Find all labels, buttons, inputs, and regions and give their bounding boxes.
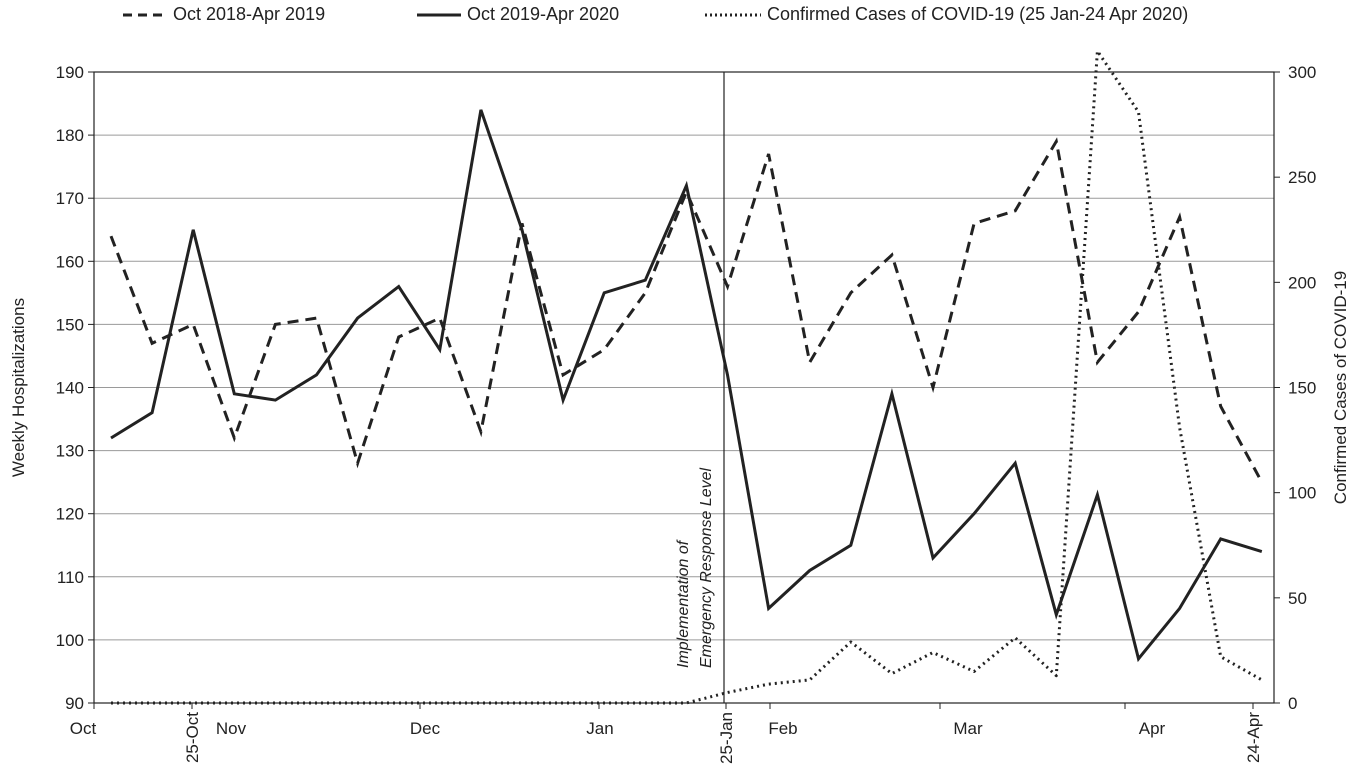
y-tick-label: 130 bbox=[56, 442, 84, 461]
y-tick-label: 140 bbox=[56, 379, 84, 398]
series-line-2019-2020 bbox=[110, 109, 1263, 663]
legend-item-covid-cases: Confirmed Cases of COVID-19 (25 Jan-24 A… bbox=[705, 4, 1188, 25]
x-date-label: 25-Jan bbox=[717, 712, 736, 764]
gridlines bbox=[94, 134, 1274, 641]
dashed-line-swatch-icon bbox=[123, 13, 167, 16]
y2-tick-label: 0 bbox=[1288, 694, 1297, 713]
x-date-label: 25-Oct bbox=[183, 712, 202, 763]
y-tick-label: 120 bbox=[56, 505, 84, 524]
y-tick-label: 110 bbox=[57, 568, 84, 587]
solid-line-swatch-icon bbox=[417, 13, 461, 16]
legend-label-2019-2020: Oct 2019-Apr 2020 bbox=[467, 4, 620, 24]
x-month-label: Apr bbox=[1139, 719, 1166, 738]
dotted-line-swatch-icon bbox=[705, 13, 761, 16]
y-tick-label: 160 bbox=[56, 252, 84, 271]
y-tick-label: 100 bbox=[56, 631, 84, 650]
legend-item-2019-2020: Oct 2019-Apr 2020 bbox=[417, 4, 619, 25]
legend-item-2018-2019: Oct 2018-Apr 2019 bbox=[123, 4, 325, 25]
annotation-line-2: Emergency Response Level bbox=[698, 467, 715, 668]
x-month-label: Nov bbox=[216, 719, 247, 738]
y2-axis-title: Confirmed Cases of COVID-19 bbox=[1331, 271, 1350, 504]
y2-tick-label: 100 bbox=[1288, 484, 1316, 503]
x-month-label: Oct bbox=[70, 719, 97, 738]
legend-label-covid-cases: Confirmed Cases of COVID-19 (25 Jan-24 A… bbox=[767, 4, 1189, 24]
series-lines bbox=[109, 49, 1264, 705]
x-month-label: Dec bbox=[410, 719, 441, 738]
y2-tick-label: 150 bbox=[1288, 379, 1316, 398]
y-tick-label: 190 bbox=[56, 63, 84, 82]
x-date-label: 24-Apr bbox=[1244, 712, 1263, 763]
y-tick-label: 150 bbox=[56, 315, 84, 334]
tick-labels: 90 100 110 120 130 140 150 160 170 180 190 0 50 100 15… bbox=[9, 63, 1350, 764]
y-axis-title: Weekly Hospitalizations bbox=[9, 298, 28, 477]
x-month-label: Mar bbox=[953, 719, 983, 738]
y2-tick-label: 250 bbox=[1288, 168, 1316, 187]
y2-tick-label: 300 bbox=[1288, 63, 1316, 82]
series-line-covid-cases bbox=[111, 49, 1263, 705]
x-month-label: Jan bbox=[586, 719, 613, 738]
y-tick-label: 170 bbox=[56, 189, 84, 208]
y2-tick-label: 200 bbox=[1288, 273, 1316, 292]
y-tick-label: 90 bbox=[65, 694, 84, 713]
annotation-line-1: Implementation of bbox=[675, 539, 692, 668]
legend: Oct 2018-Apr 2019 Oct 2019-Apr 2020 Conf… bbox=[0, 4, 1354, 32]
y2-tick-label: 50 bbox=[1288, 589, 1307, 608]
y-tick-label: 180 bbox=[56, 126, 84, 145]
x-month-label: Feb bbox=[768, 719, 797, 738]
legend-label-2018-2019: Oct 2018-Apr 2019 bbox=[173, 4, 326, 24]
